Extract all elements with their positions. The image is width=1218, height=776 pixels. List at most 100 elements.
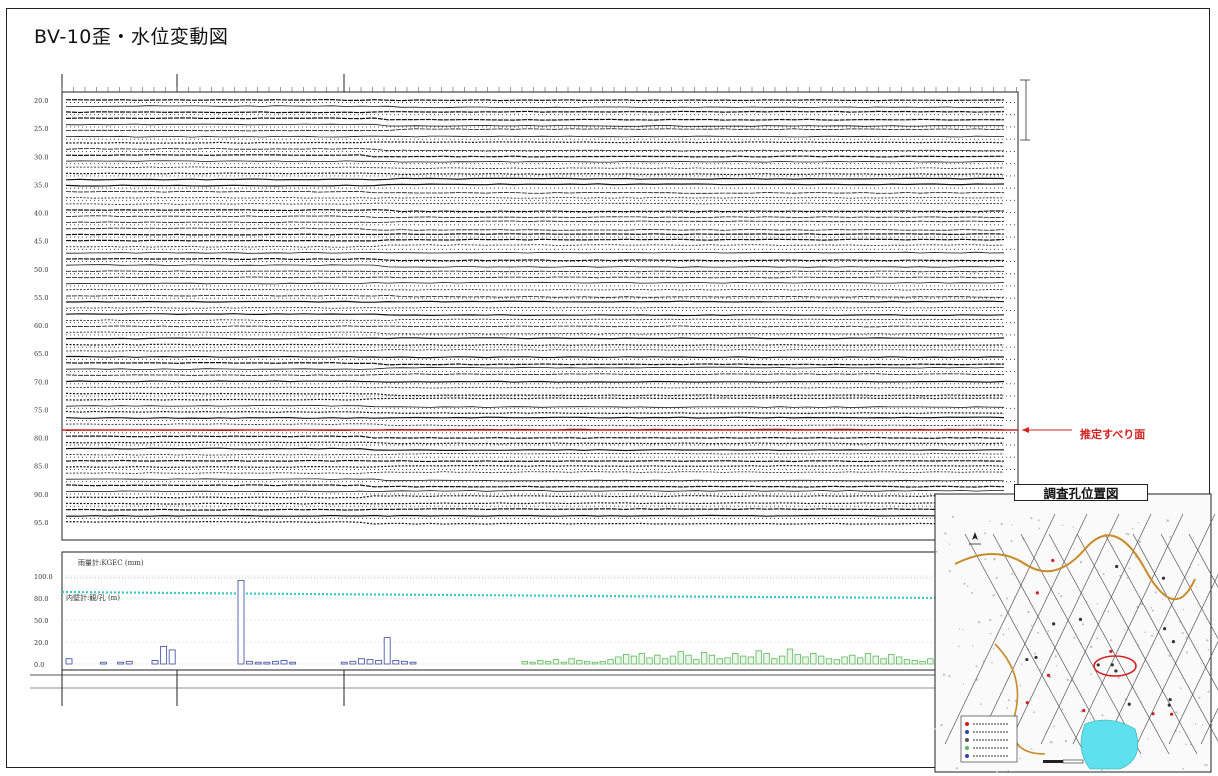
rain-bar-green — [677, 651, 684, 665]
rain-bar-blue — [392, 660, 400, 665]
map-grid-line — [1168, 640, 1218, 745]
rain-bar-green — [615, 656, 622, 665]
y-tick-label: 60.0 — [34, 322, 48, 330]
strain-trace — [65, 251, 1005, 254]
strain-trace — [65, 337, 1005, 340]
strain-trace — [66, 355, 1005, 359]
map-contour-dot — [1049, 676, 1052, 679]
rain-bar-green — [888, 653, 895, 665]
strain-trace — [65, 490, 1004, 493]
map-borehole — [1169, 712, 1174, 716]
strain-trace — [65, 397, 1005, 401]
strain-trace — [65, 508, 1005, 511]
map-contour-dot — [992, 647, 995, 650]
rain-bar-green — [841, 656, 848, 665]
map-contour-dot — [1006, 707, 1009, 710]
map-contour-dot — [1117, 676, 1120, 679]
map-contour-dot — [1037, 631, 1039, 634]
rain-bar-green — [599, 660, 606, 665]
map-contour-dot — [1007, 699, 1010, 702]
map-contour-dot — [1197, 564, 1199, 566]
map-contour-dot — [1140, 602, 1143, 606]
rain-bar-green — [810, 653, 817, 665]
strain-trace — [65, 117, 1005, 121]
map-contour-dot — [948, 543, 951, 545]
slip-plane-label: 推定すべり面 — [1080, 428, 1146, 441]
rain-bar-green — [537, 660, 544, 665]
map-contour-dot — [934, 727, 937, 730]
rain-bar-green — [849, 654, 856, 665]
y-tick-label: 50.0 — [34, 266, 48, 274]
map-contour-dot — [975, 665, 978, 668]
map-grid-line — [992, 533, 1114, 755]
strain-trace — [65, 166, 1005, 170]
y-tick-label: 85.0 — [34, 463, 48, 471]
map-north-arrow — [972, 532, 978, 540]
strain-trace — [65, 215, 1005, 218]
strain-trace — [65, 416, 1005, 420]
rain-bar-green — [623, 653, 630, 665]
map-contour-dot — [991, 661, 993, 664]
strain-trace — [65, 154, 1005, 158]
map-contour-dot — [1096, 637, 1098, 640]
strain-trace — [65, 380, 1005, 383]
map-grid-line — [1136, 573, 1218, 745]
map-contour-dot — [1011, 524, 1013, 526]
rain-bar-green — [771, 658, 778, 665]
rain-bar-green — [701, 652, 708, 665]
map-legend-marker — [965, 746, 969, 750]
map-contour-dot — [1166, 519, 1169, 522]
map-contour-dot — [1056, 665, 1058, 667]
rain-bar-green — [654, 654, 661, 665]
map-grid-line — [1008, 513, 1120, 745]
map-contour-dot — [1182, 767, 1184, 770]
rain-bar-blue — [263, 661, 271, 665]
map-borehole — [1025, 701, 1029, 705]
map-contour-dot — [1154, 591, 1157, 594]
map-contour-dot — [1086, 600, 1088, 603]
map-contour-dot — [1206, 639, 1209, 642]
rain-bar-green — [857, 657, 864, 665]
map-contour-dot — [1162, 598, 1164, 600]
map-contour-dot — [995, 576, 998, 580]
y-tick-label: 35.0 — [34, 181, 48, 189]
rain-bar-green — [716, 658, 723, 665]
map-grid-line — [1040, 513, 1152, 745]
map-contour-dot — [1090, 673, 1092, 675]
y-tick-label: 65.0 — [34, 350, 48, 358]
strain-trace — [65, 318, 1005, 322]
strain-trace — [65, 331, 1005, 335]
map-contour-dot — [1060, 595, 1063, 598]
rain-bar-green — [693, 659, 700, 665]
rain-bar-blue — [357, 658, 365, 665]
rain-bar-green — [568, 658, 575, 665]
strain-trace — [65, 373, 1005, 376]
map-contour-dot — [1089, 718, 1091, 720]
strain-trace — [65, 183, 1005, 187]
map-contour-dot — [1066, 678, 1069, 681]
map-borehole — [1151, 712, 1155, 716]
rain-bar-blue — [340, 661, 348, 665]
map-contour-dot — [1204, 763, 1207, 766]
strain-trace — [65, 471, 1005, 474]
rain-bar-green — [927, 658, 934, 665]
map-contour-dot — [989, 618, 992, 622]
strain-trace — [65, 423, 1005, 427]
rain-bar-green — [708, 654, 716, 665]
y-tick-label: 25.0 — [34, 125, 48, 133]
map-contour-dot — [978, 621, 981, 624]
map-borehole — [1162, 627, 1167, 631]
rain-bar-green — [638, 653, 645, 665]
strain-trace — [65, 172, 1004, 176]
rain-bar-green — [779, 655, 786, 665]
strain-trace — [66, 105, 1005, 109]
map-contour-dot — [1061, 708, 1064, 711]
map-contour-dot — [944, 532, 947, 535]
map-contour-dot — [1195, 586, 1198, 588]
rain-y-tick-label: 20.0 — [34, 639, 48, 647]
rain-bar-green — [755, 650, 762, 665]
map-contour-dot — [992, 594, 995, 597]
map-grid-line — [1072, 513, 1184, 745]
map-contour-dot — [984, 558, 987, 561]
